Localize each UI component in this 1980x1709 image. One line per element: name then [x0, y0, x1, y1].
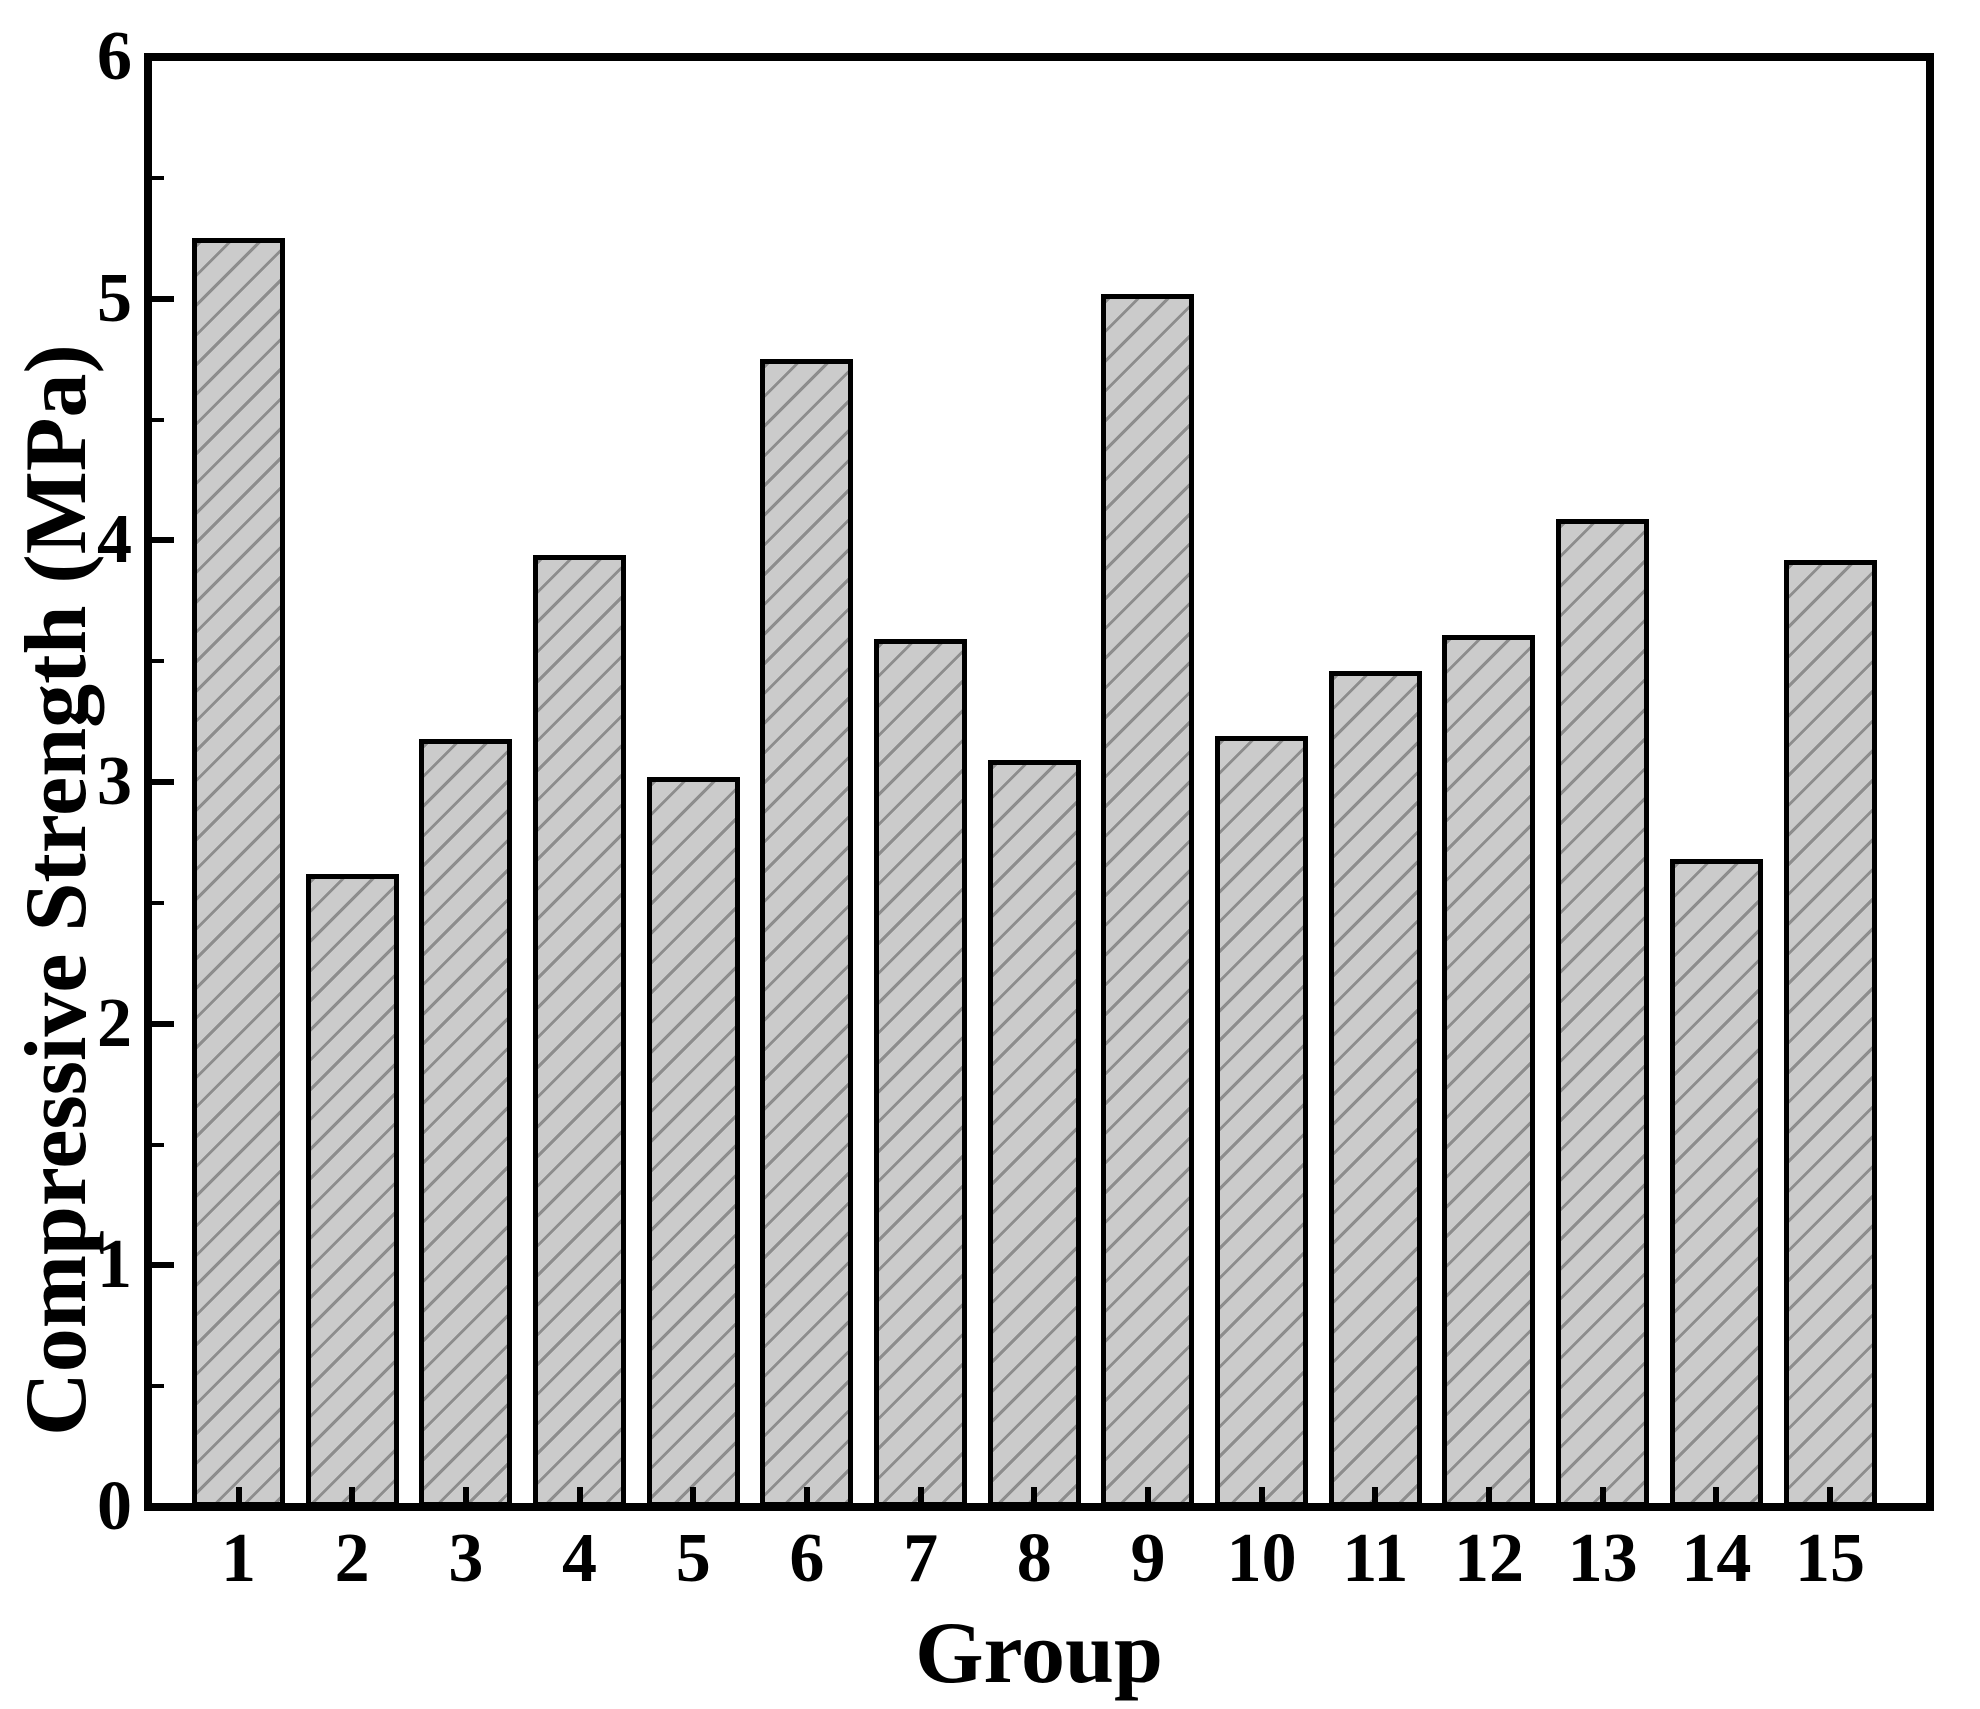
x-tick-label: 14	[1681, 1520, 1752, 1597]
bar-group-13	[1556, 518, 1650, 1507]
x-tick-label: 7	[903, 1520, 939, 1597]
x-major-tick	[803, 1487, 810, 1503]
y-tick-label: 5	[97, 259, 132, 337]
y-tick-label: 6	[97, 18, 132, 95]
bar-group-4	[533, 554, 627, 1507]
x-tick-label: 3	[448, 1520, 484, 1597]
x-tick-label: 10	[1226, 1520, 1297, 1597]
x-major-tick	[917, 1487, 924, 1503]
y-tick-label: 3	[97, 743, 132, 820]
x-tick-label: 9	[1130, 1520, 1166, 1597]
y-tick-label: 1	[97, 1226, 132, 1304]
bar-group-5	[646, 777, 740, 1507]
x-major-tick	[1258, 1487, 1265, 1503]
x-tick-label: 15	[1795, 1520, 1866, 1597]
y-minor-tick	[152, 1384, 164, 1389]
x-tick-label: 2	[334, 1520, 370, 1597]
bar-group-8	[987, 760, 1081, 1507]
x-major-tick	[1827, 1487, 1834, 1503]
x-tick-label: 5	[675, 1520, 711, 1597]
x-tick-label: 4	[562, 1520, 598, 1597]
x-major-tick	[1031, 1487, 1038, 1503]
bar-group-9	[1101, 293, 1195, 1507]
y-minor-tick	[152, 659, 164, 664]
y-major-tick	[152, 1262, 174, 1269]
x-axis-title: Group	[915, 1605, 1163, 1702]
bar-group-10	[1215, 736, 1309, 1507]
x-major-tick	[462, 1487, 469, 1503]
x-major-tick	[690, 1487, 697, 1503]
y-tick-label: 0	[97, 1468, 132, 1545]
x-tick-label: 12	[1453, 1520, 1524, 1597]
x-tick-label: 6	[789, 1520, 825, 1597]
y-minor-tick	[152, 175, 164, 180]
x-major-tick	[235, 1487, 242, 1503]
x-tick-label: 13	[1567, 1520, 1638, 1597]
x-tick-label: 1	[221, 1520, 256, 1597]
x-major-tick	[349, 1487, 356, 1503]
x-major-tick	[1144, 1487, 1151, 1503]
x-major-tick	[1485, 1487, 1492, 1503]
bar-group-6	[760, 359, 854, 1507]
x-major-tick	[576, 1487, 583, 1503]
y-minor-tick	[152, 900, 164, 905]
y-axis-title: Compressive Strength (MPa)	[8, 344, 105, 1436]
bar-group-11	[1328, 670, 1422, 1507]
y-tick-label: 2	[97, 984, 132, 1062]
y-major-tick	[152, 779, 174, 785]
x-major-tick	[1599, 1487, 1606, 1503]
x-major-tick	[1713, 1487, 1720, 1503]
y-minor-tick	[152, 417, 164, 422]
x-tick-label: 8	[1016, 1520, 1052, 1597]
bar-group-15	[1783, 559, 1877, 1507]
bar-group-7	[874, 639, 968, 1507]
bar-group-2	[305, 873, 399, 1507]
y-major-tick	[152, 1020, 174, 1027]
y-tick-label: 4	[97, 501, 132, 579]
y-major-tick	[152, 537, 174, 544]
bar-group-1	[192, 238, 285, 1507]
bar-group-3	[419, 738, 513, 1507]
x-tick-label: 11	[1342, 1520, 1409, 1597]
x-major-tick	[1372, 1487, 1379, 1503]
y-minor-tick	[152, 1142, 164, 1147]
y-major-tick	[152, 295, 174, 302]
bar-group-12	[1442, 634, 1536, 1507]
bar-group-14	[1669, 859, 1763, 1507]
